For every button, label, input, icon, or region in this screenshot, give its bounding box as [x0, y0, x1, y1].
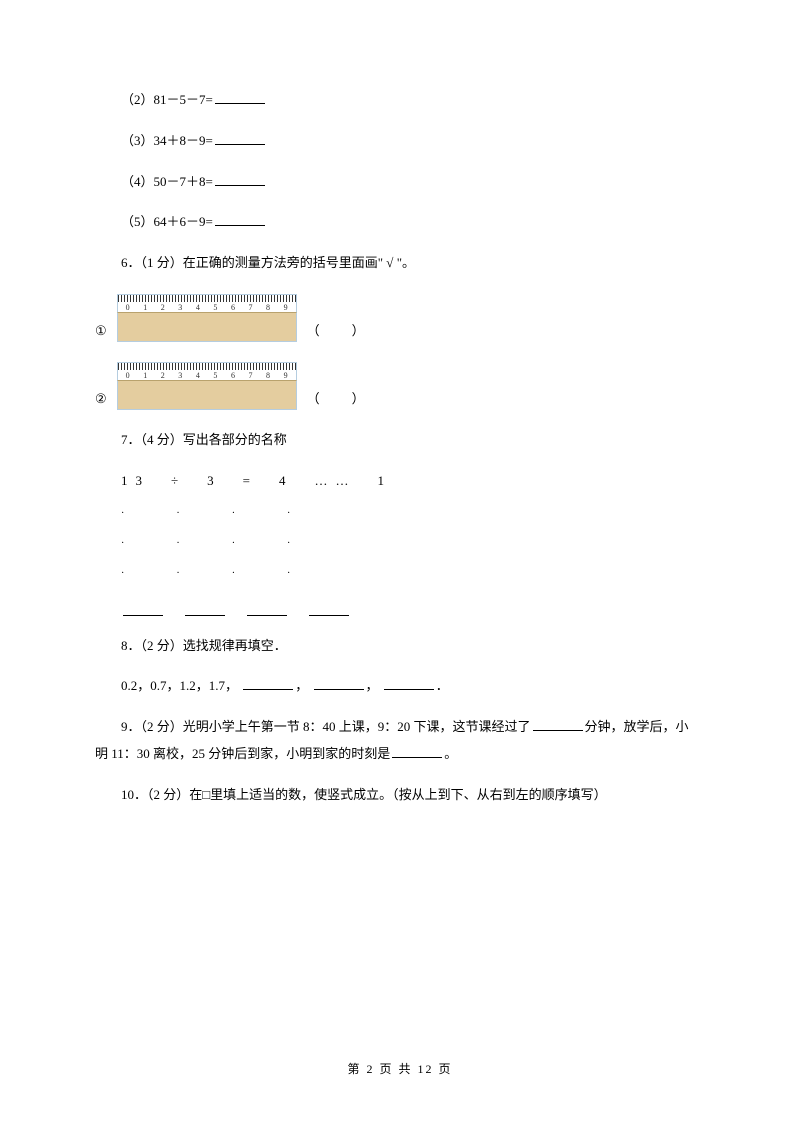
- q9-b: 分钟，放学后，小: [585, 719, 689, 734]
- dot: ·: [176, 506, 179, 522]
- tick-4: 4: [193, 302, 203, 315]
- blank-part-2: [185, 602, 225, 616]
- q4-text: （4）50－7＋8=: [121, 174, 213, 189]
- blank-seq-3: [384, 676, 434, 690]
- ruler-2: 0 1 2 3 4 5 6 7 8 9: [117, 362, 297, 410]
- question-7: 7．（4 分）写出各部分的名称: [95, 430, 705, 451]
- dot: ·: [232, 566, 235, 582]
- dot: ·: [287, 566, 290, 582]
- q7-dots-3: · · · ·: [95, 566, 705, 582]
- blank-q9-1: [533, 717, 583, 731]
- tick-6: 6: [228, 302, 238, 315]
- q9-d: 。: [444, 746, 457, 761]
- q7-dots-1: · · · ·: [95, 506, 705, 522]
- sep-2: ，: [366, 678, 379, 693]
- dot: ·: [232, 506, 235, 522]
- ruler-1-body: [117, 312, 297, 342]
- tick-8: 8: [263, 302, 273, 315]
- tick-9: 9: [281, 370, 291, 383]
- tick-6: 6: [228, 370, 238, 383]
- q8-seq-text: 0.2，0.7，1.2，1.7，: [121, 678, 238, 693]
- blank-part-1: [123, 602, 163, 616]
- page-body: （2）81－5－7= （3）34＋8－9= （4）50－7＋8= （5）64＋6…: [0, 0, 800, 806]
- dot: ·: [121, 566, 124, 582]
- tick-1: 1: [140, 302, 150, 315]
- dot: ·: [287, 506, 290, 522]
- q7-text: 7．（4 分）写出各部分的名称: [121, 432, 287, 447]
- ruler-2-paren: （ ）: [307, 389, 367, 410]
- ruler-1-label: ①: [95, 321, 107, 342]
- question-9-line2: 明 11：30 离校，25 分钟后到家，小明到家的时刻是 。: [95, 744, 705, 765]
- tick-5: 5: [210, 370, 220, 383]
- ruler-2-ticks: 0 1 2 3 4 5 6 7 8 9: [117, 362, 297, 380]
- blank-q2: [215, 90, 265, 104]
- tick-0: 0: [123, 302, 133, 315]
- q9-c: 明 11：30 离校，25 分钟后到家，小明到家的时刻是: [95, 746, 390, 761]
- question-3: （3）34＋8－9=: [95, 131, 705, 152]
- question-8: 8．（2 分）选找规律再填空．: [95, 636, 705, 657]
- ruler-1: 0 1 2 3 4 5 6 7 8 9: [117, 294, 297, 342]
- ruler-1-paren: （ ）: [307, 321, 367, 342]
- q8-text: 8．（2 分）选找规律再填空．: [121, 638, 287, 653]
- blank-q9-2: [392, 744, 442, 758]
- tick-5: 5: [210, 302, 220, 315]
- dot: ·: [176, 566, 179, 582]
- tick-7: 7: [245, 370, 255, 383]
- q6-text: 6．（1 分）在正确的测量方法旁的括号里面画" √ "。: [121, 255, 415, 270]
- question-6: 6．（1 分）在正确的测量方法旁的括号里面画" √ "。: [95, 253, 705, 274]
- tick-2: 2: [158, 370, 168, 383]
- question-10: 10．（2 分）在□里填上适当的数，使竖式成立。（按从上到下、从右到左的顺序填写…: [95, 785, 705, 806]
- tick-1: 1: [140, 370, 150, 383]
- dot: ·: [121, 506, 124, 522]
- dot: ·: [176, 536, 179, 552]
- ruler-1-row: ① 0 1 2 3 4 5 6 7 8 9 （ ）: [95, 294, 705, 342]
- tick-9: 9: [281, 302, 291, 315]
- q7-dots-2: · · · ·: [95, 536, 705, 552]
- question-9-line1: 9．（2 分）光明小学上午第一节 8：40 上课，9：20 下课，这节课经过了 分…: [95, 717, 705, 738]
- tick-7: 7: [245, 302, 255, 315]
- blank-part-3: [247, 602, 287, 616]
- q7-blanks: [95, 602, 705, 616]
- ruler-2-label: ②: [95, 389, 107, 410]
- q2-text: （2）81－5－7=: [121, 92, 213, 107]
- blank-part-4: [309, 602, 349, 616]
- q10-text: 10．（2 分）在□里填上适当的数，使竖式成立。（按从上到下、从右到左的顺序填写…: [121, 787, 607, 802]
- dot: ·: [232, 536, 235, 552]
- q5-text: （5）64＋6－9=: [121, 214, 213, 229]
- sep-1: ，: [295, 678, 308, 693]
- blank-seq-2: [314, 676, 364, 690]
- question-5: （5）64＋6－9=: [95, 212, 705, 233]
- tick-4: 4: [193, 370, 203, 383]
- tick-8: 8: [263, 370, 273, 383]
- blank-q3: [215, 131, 265, 145]
- dot: ·: [287, 536, 290, 552]
- page-footer: 第 2 页 共 12 页: [0, 1060, 800, 1077]
- tick-2: 2: [158, 302, 168, 315]
- question-2: （2）81－5－7=: [95, 90, 705, 111]
- seq-end: ．: [436, 678, 449, 693]
- ruler-2-body: [117, 380, 297, 410]
- tick-3: 3: [175, 370, 185, 383]
- q8-sequence: 0.2，0.7，1.2，1.7， ， ， ．: [95, 676, 705, 697]
- q3-text: （3）34＋8－9=: [121, 133, 213, 148]
- ruler-1-ticks: 0 1 2 3 4 5 6 7 8 9: [117, 294, 297, 312]
- q7-expression: 13 ÷ 3 = 4 …… 1: [95, 471, 705, 492]
- q9-a: 9．（2 分）光明小学上午第一节 8：40 上课，9：20 下课，这节课经过了: [121, 719, 531, 734]
- blank-q4: [215, 172, 265, 186]
- dot: ·: [121, 536, 124, 552]
- tick-0: 0: [123, 370, 133, 383]
- question-4: （4）50－7＋8=: [95, 172, 705, 193]
- tick-3: 3: [175, 302, 185, 315]
- ruler-2-row: ② 0 1 2 3 4 5 6 7 8 9 （ ）: [95, 362, 705, 410]
- blank-seq-1: [243, 676, 293, 690]
- blank-q5: [215, 212, 265, 226]
